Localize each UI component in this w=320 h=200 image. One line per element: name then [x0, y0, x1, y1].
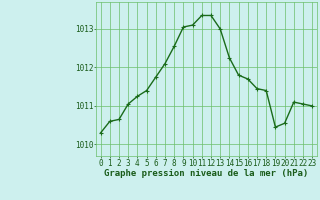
X-axis label: Graphe pression niveau de la mer (hPa): Graphe pression niveau de la mer (hPa) [104, 169, 308, 178]
